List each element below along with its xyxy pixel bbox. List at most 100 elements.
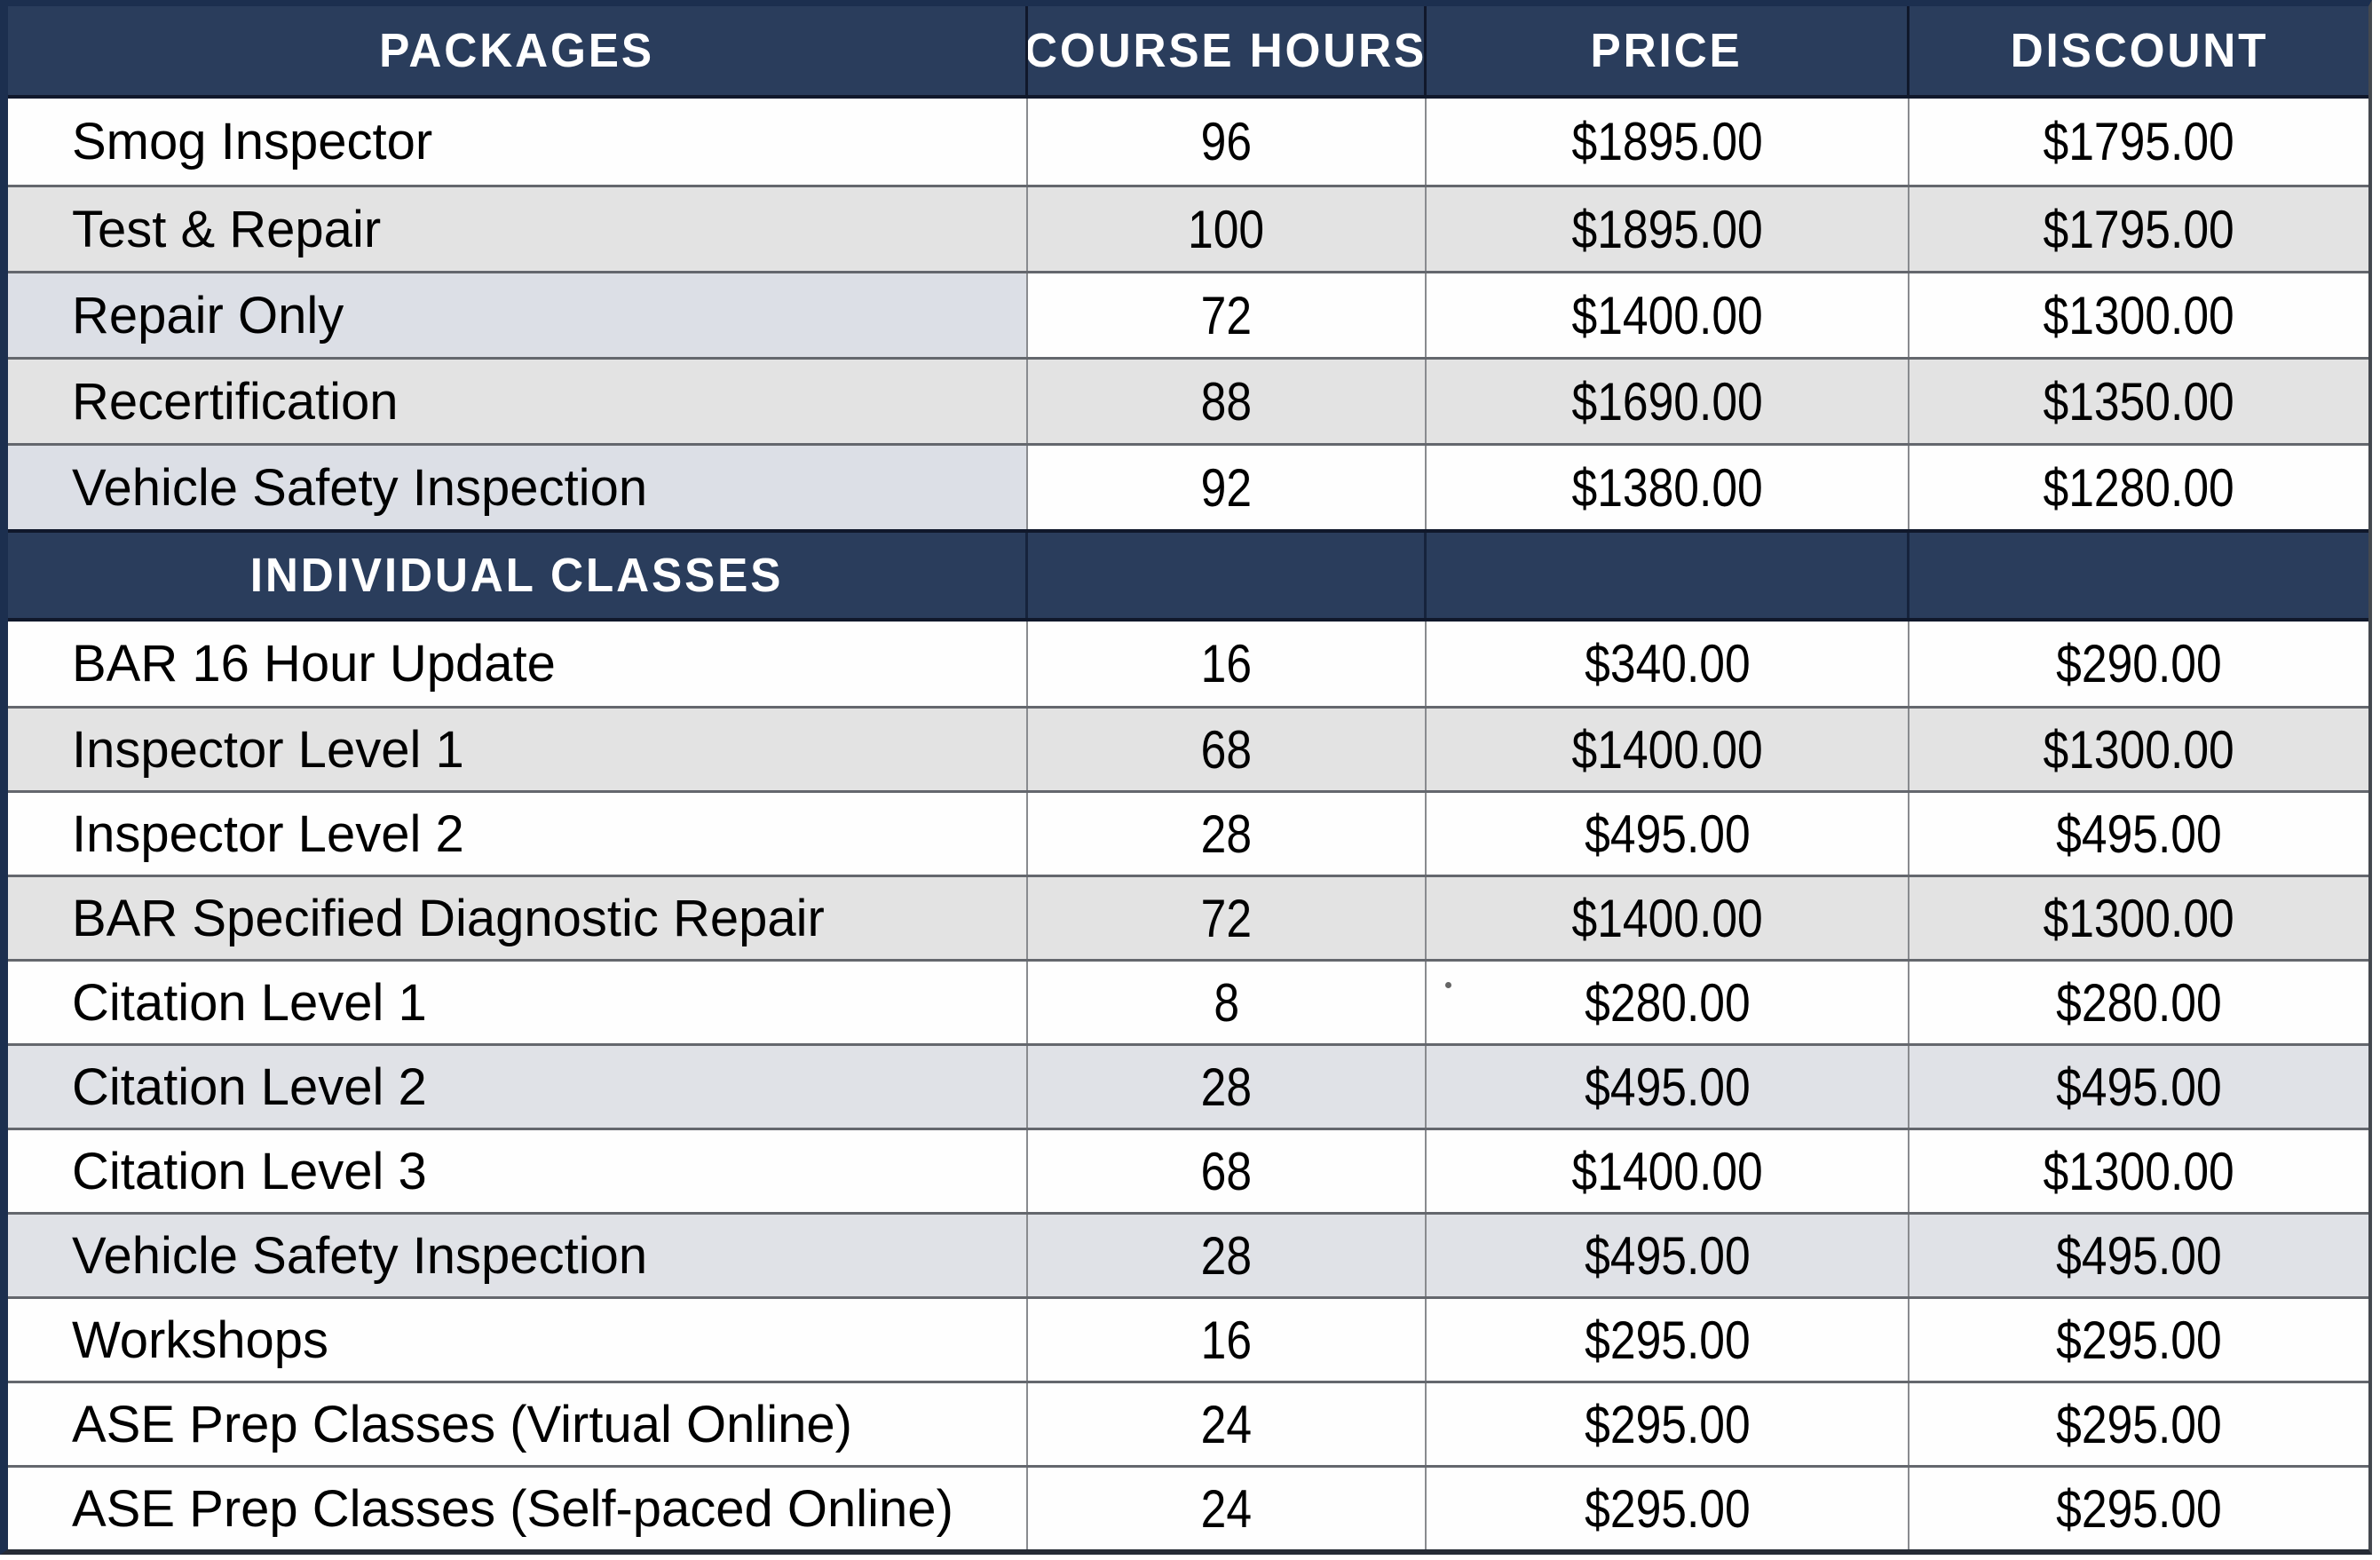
class-name: Workshops: [72, 1311, 329, 1369]
package-name: Smog Inspector: [72, 113, 433, 170]
discount-cell: $1795.00: [1910, 187, 2368, 271]
price-cell: $1895.00: [1427, 187, 1910, 271]
course-hours-value: 24: [1200, 1394, 1253, 1454]
table-row-vehicle-safety-inspection-class: Vehicle Safety Inspection 28 $495.00 $49…: [8, 1212, 2368, 1296]
table-header-row: PACKAGES COURSE HOURS PRICE DISCOUNT: [8, 6, 2368, 99]
price-cell: $1400.00: [1427, 1130, 1910, 1212]
class-name-cell: Citation Level 3: [8, 1130, 1028, 1212]
price-cell: $1400.00: [1427, 273, 1910, 357]
section-header-label: INDIVIDUAL CLASSES: [249, 549, 784, 602]
discount-value: $295.00: [2056, 1478, 2222, 1539]
price-value: $1400.00: [1571, 888, 1763, 948]
course-hours-value: 68: [1200, 719, 1253, 780]
discount-cell: $280.00: [1910, 962, 2368, 1043]
course-hours-cell: 68: [1028, 1130, 1427, 1212]
discount-value: $1300.00: [2043, 1141, 2235, 1201]
table-row-citation-level-2: Citation Level 2 28 $495.00 $495.00: [8, 1043, 2368, 1128]
price-value: $1380.00: [1571, 457, 1763, 518]
course-hours-value: 72: [1200, 888, 1253, 948]
column-header-label: COURSE HOURS: [1028, 24, 1427, 77]
price-value: $1895.00: [1571, 199, 1763, 259]
price-value: $495.00: [1584, 1225, 1751, 1286]
class-name: Citation Level 3: [72, 1142, 427, 1200]
class-name: Vehicle Safety Inspection: [72, 1226, 648, 1285]
discount-value: $495.00: [2056, 1225, 2222, 1286]
discount-cell: $1300.00: [1910, 877, 2368, 959]
discount-value: $1300.00: [2043, 719, 2235, 780]
table-row-recertification: Recertification 88 $1690.00 $1350.00: [8, 357, 2368, 443]
package-name: Vehicle Safety Inspection: [72, 458, 648, 517]
discount-value: $1300.00: [2043, 285, 2235, 345]
course-hours-cell: 72: [1028, 877, 1427, 959]
price-value: $340.00: [1584, 634, 1751, 693]
class-name: Inspector Level 2: [72, 804, 464, 863]
price-value: $1895.00: [1571, 112, 1763, 171]
course-hours-value: 96: [1200, 112, 1253, 171]
class-name-cell: Citation Level 1: [8, 962, 1028, 1043]
discount-cell: $295.00: [1910, 1299, 2368, 1381]
table-row-ase-prep-self-paced-online: ASE Prep Classes (Self-paced Online) 24 …: [8, 1465, 2368, 1549]
table-row-citation-level-3: Citation Level 3 68 $1400.00 $1300.00: [8, 1128, 2368, 1212]
price-cell: $495.00: [1427, 1046, 1910, 1128]
class-name-cell: BAR Specified Diagnostic Repair: [8, 877, 1028, 959]
discount-value: $295.00: [2056, 1310, 2222, 1370]
class-name-cell: ASE Prep Classes (Virtual Online): [8, 1383, 1028, 1465]
price-cell: $295.00: [1427, 1299, 1910, 1381]
price-cell: $1400.00: [1427, 709, 1910, 790]
table-row-citation-level-1: Citation Level 1 8 $280.00 $280.00: [8, 959, 2368, 1043]
price-value: $495.00: [1584, 804, 1751, 864]
discount-cell: $1280.00: [1910, 446, 2368, 529]
course-hours-cell: 96: [1028, 99, 1427, 185]
course-hours-value: 16: [1200, 634, 1253, 693]
package-name-cell: Repair Only: [8, 273, 1028, 357]
price-cell: $295.00: [1427, 1468, 1910, 1549]
price-cell: $1895.00: [1427, 99, 1910, 185]
discount-cell: $1300.00: [1910, 1130, 2368, 1212]
section-header-empty-cell: [1028, 533, 1427, 618]
course-hours-value: 16: [1200, 1310, 1253, 1370]
class-name: Inspector Level 1: [72, 720, 464, 779]
discount-cell: $1350.00: [1910, 360, 2368, 443]
package-name-cell: Recertification: [8, 360, 1028, 443]
class-name-cell: Citation Level 2: [8, 1046, 1028, 1128]
course-hours-value: 68: [1200, 1141, 1253, 1201]
discount-value: $295.00: [2056, 1394, 2222, 1454]
discount-cell: $495.00: [1910, 793, 2368, 875]
course-hours-cell: 24: [1028, 1383, 1427, 1465]
class-name: Citation Level 2: [72, 1057, 427, 1116]
class-name-cell: Inspector Level 1: [8, 709, 1028, 790]
stray-dot-artifact: [1445, 982, 1451, 988]
price-cell: $495.00: [1427, 793, 1910, 875]
course-hours-value: 100: [1188, 199, 1265, 259]
course-hours-value: 28: [1200, 1225, 1253, 1286]
course-hours-cell: 72: [1028, 273, 1427, 357]
discount-value: $290.00: [2056, 634, 2222, 693]
course-hours-cell: 24: [1028, 1468, 1427, 1549]
class-name-cell: Vehicle Safety Inspection: [8, 1215, 1028, 1296]
class-name-cell: BAR 16 Hour Update: [8, 622, 1028, 706]
package-name: Test & Repair: [72, 200, 382, 258]
table-row-vehicle-safety-inspection-package: Vehicle Safety Inspection 92 $1380.00 $1…: [8, 443, 2368, 529]
discount-cell: $1300.00: [1910, 273, 2368, 357]
price-value: $280.00: [1584, 972, 1751, 1033]
discount-value: $280.00: [2056, 972, 2222, 1033]
course-hours-value: 8: [1214, 972, 1239, 1033]
column-header-discount: DISCOUNT: [1910, 6, 2368, 95]
course-hours-value: 28: [1200, 1057, 1253, 1117]
course-hours-cell: 28: [1028, 793, 1427, 875]
course-hours-cell: 92: [1028, 446, 1427, 529]
section-header-empty-cell: [1427, 533, 1910, 618]
discount-value: $1795.00: [2043, 112, 2235, 171]
table-row-inspector-level-1: Inspector Level 1 68 $1400.00 $1300.00: [8, 706, 2368, 790]
discount-cell: $1300.00: [1910, 709, 2368, 790]
section-header-individual-classes: INDIVIDUAL CLASSES: [8, 529, 2368, 622]
course-hours-cell: 100: [1028, 187, 1427, 271]
discount-value: $1300.00: [2043, 888, 2235, 948]
price-cell: $280.00: [1427, 962, 1910, 1043]
table-row-bar-16-hour-update: BAR 16 Hour Update 16 $340.00 $290.00: [8, 622, 2368, 706]
discount-value: $1795.00: [2043, 199, 2235, 259]
table-row-repair-only: Repair Only 72 $1400.00 $1300.00: [8, 271, 2368, 357]
course-hours-cell: 28: [1028, 1046, 1427, 1128]
